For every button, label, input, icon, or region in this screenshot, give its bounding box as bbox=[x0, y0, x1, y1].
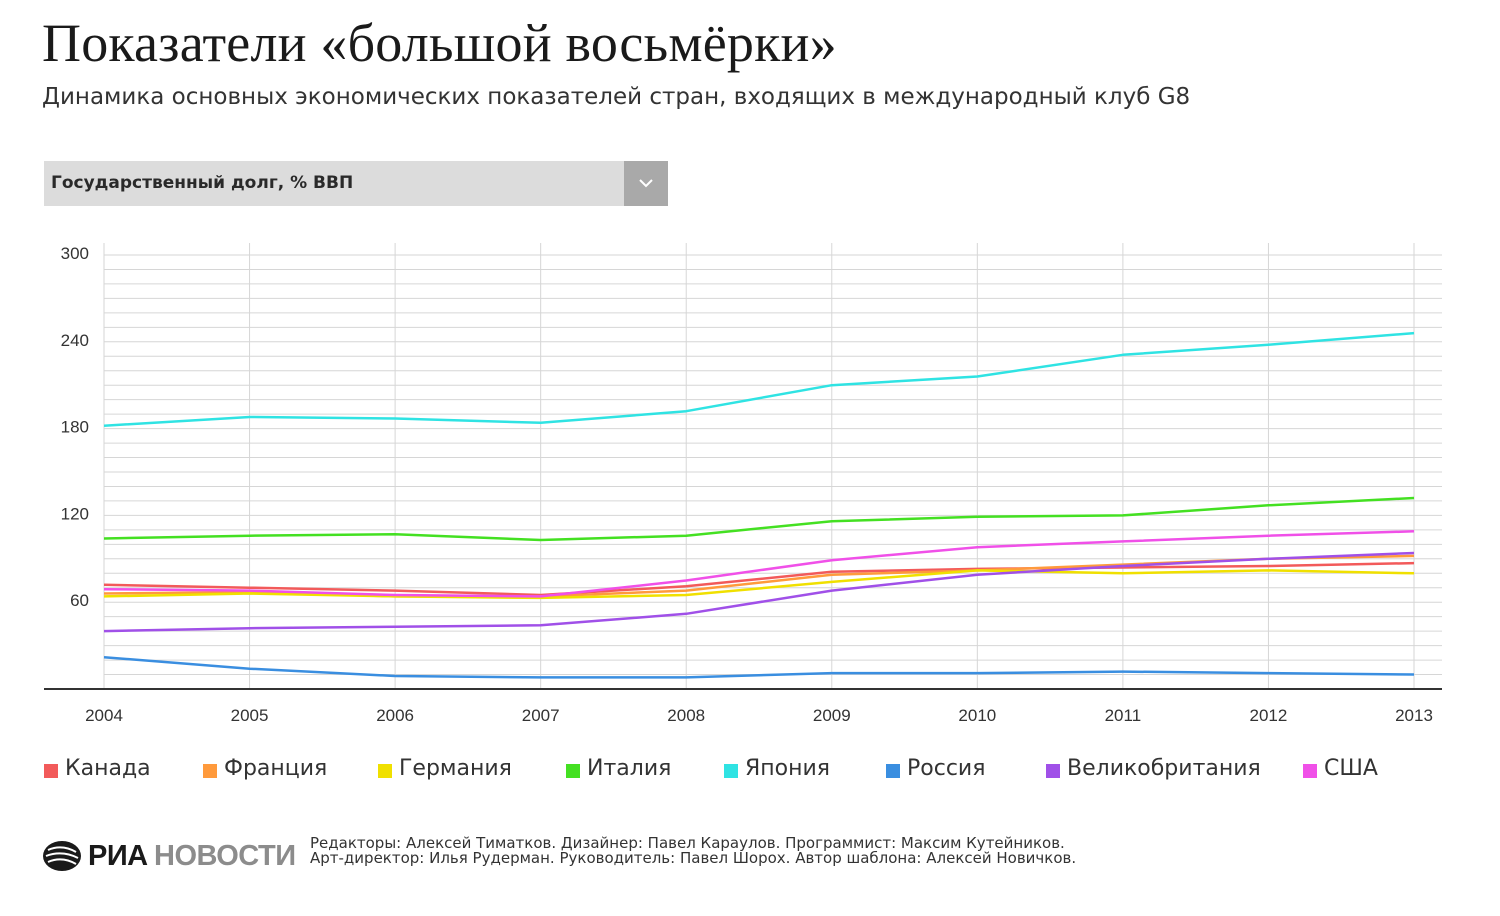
logo-text-ria: РИА bbox=[88, 840, 148, 872]
page-title: Показатели «большой восьмёрки» bbox=[42, 13, 837, 73]
legend-swatch bbox=[566, 764, 580, 778]
x-tick-label: 2006 bbox=[376, 706, 414, 725]
indicator-select-toggle[interactable] bbox=[624, 161, 668, 206]
indicator-select-value: Государственный долг, % ВВП bbox=[51, 173, 354, 193]
legend-label: Италия bbox=[587, 756, 672, 781]
y-tick-label: 60 bbox=[70, 591, 89, 610]
legend-swatch bbox=[886, 764, 900, 778]
legend-swatch bbox=[203, 764, 217, 778]
x-tick-label: 2004 bbox=[85, 706, 123, 725]
y-tick-label: 180 bbox=[61, 418, 89, 437]
line-chart: 60 120 180 240 300 2004 2005 2006 2007 2008 2009 20… bbox=[44, 243, 1442, 725]
legend-swatch bbox=[1303, 764, 1317, 778]
chevron-down-icon bbox=[639, 179, 653, 188]
legend-label: Франция bbox=[224, 756, 328, 781]
x-tick-label: 2012 bbox=[1250, 706, 1288, 725]
legend-label: Япония bbox=[745, 756, 831, 781]
logo-text-novosti: НОВОСТИ bbox=[154, 840, 296, 872]
x-tick-label: 2007 bbox=[522, 706, 560, 725]
x-tick-label: 2005 bbox=[231, 706, 269, 725]
y-tick-label: 120 bbox=[61, 504, 89, 523]
y-tick-label: 300 bbox=[61, 244, 89, 263]
credits-line-2: Арт-директор: Илья Рудерман. Руководител… bbox=[310, 849, 1077, 867]
series-line bbox=[103, 496, 1415, 542]
credits: Редакторы: Алексей Тиматков. Дизайнер: П… bbox=[310, 836, 1076, 866]
x-tick-label: 2008 bbox=[667, 706, 705, 725]
legend-swatch bbox=[378, 764, 392, 778]
credits-line-1: Редакторы: Алексей Тиматков. Дизайнер: П… bbox=[310, 834, 1065, 852]
legend-label: Германия bbox=[399, 756, 512, 781]
series-line bbox=[103, 530, 1415, 598]
series-line bbox=[103, 331, 1415, 427]
chart-legend: Канада Франция Германия Италия Япония Россия В… bbox=[0, 756, 1500, 786]
x-tick-label: 2010 bbox=[958, 706, 996, 725]
legend-swatch bbox=[1046, 764, 1060, 778]
page-subtitle: Динамика основных экономических показате… bbox=[42, 84, 1191, 110]
indicator-select[interactable]: Государственный долг, % ВВП bbox=[44, 161, 668, 206]
series-line bbox=[103, 551, 1415, 633]
series-line bbox=[103, 655, 1415, 679]
ria-novosti-logo[interactable]: РИА НОВОСТИ bbox=[42, 838, 302, 874]
ria-globe-icon bbox=[43, 841, 81, 871]
x-tick-label: 2011 bbox=[1105, 706, 1142, 725]
legend-label: Россия bbox=[907, 756, 986, 781]
legend-label: США bbox=[1324, 756, 1378, 781]
y-tick-label: 240 bbox=[61, 331, 89, 350]
series-line bbox=[103, 561, 1415, 597]
x-tick-label: 2013 bbox=[1395, 706, 1433, 725]
legend-label: Великобритания bbox=[1067, 756, 1261, 781]
legend-label: Канада bbox=[65, 756, 151, 781]
footer: РИА НОВОСТИ Редакторы: Алексей Тиматков.… bbox=[42, 834, 1462, 874]
series-line bbox=[103, 569, 1415, 600]
x-tick-label: 2009 bbox=[813, 706, 851, 725]
legend-swatch bbox=[44, 764, 58, 778]
legend-swatch bbox=[724, 764, 738, 778]
